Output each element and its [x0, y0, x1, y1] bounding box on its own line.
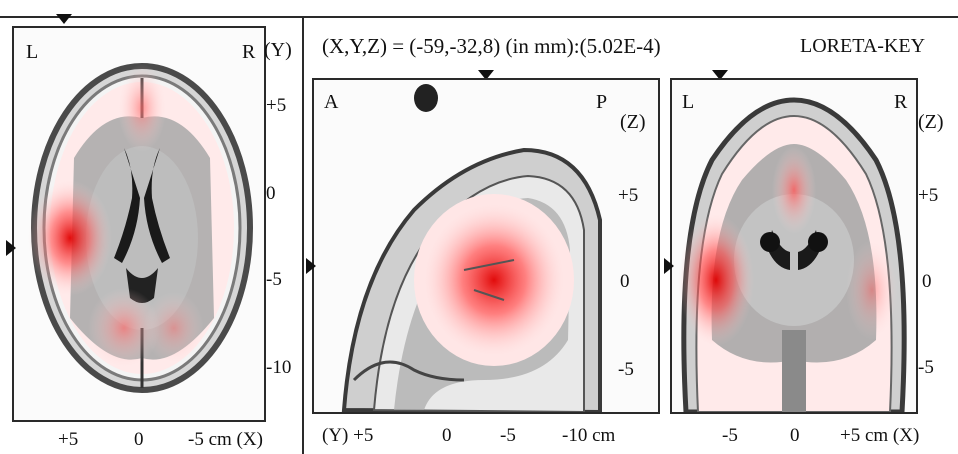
axial-left-label: L: [26, 41, 39, 63]
sagittal-bottom-tick: -10 cm: [562, 425, 616, 446]
sagittal-side-tick: +5: [618, 185, 639, 206]
sagittal-axis-unit-label: (Z): [620, 111, 646, 133]
coronal-left-label: L: [682, 91, 695, 113]
sagittal-z-cursor-marker[interactable]: [306, 258, 316, 274]
coronal-side-tick: 0: [922, 271, 932, 292]
coordinate-readout: (X,Y,Z) = (-59,-32,8) (in mm):(5.02E-4): [322, 34, 661, 58]
coronal-bottom-tick: 0: [790, 425, 800, 446]
axial-brain-image: [28, 63, 253, 393]
sagittal-side-tick: 0: [620, 271, 630, 292]
sagittal-side-tick: -5: [618, 359, 634, 380]
coronal-right-label: R: [894, 91, 908, 113]
coronal-z-cursor-marker[interactable]: [664, 258, 674, 274]
loreta-key-brand: LORETA-KEY: [800, 35, 926, 57]
sagittal-bottom-tick: (Y) +5: [322, 425, 374, 446]
sagittal-brain-image: [341, 84, 602, 412]
coronal-cursor-marker[interactable]: [712, 70, 728, 80]
sagittal-cursor-marker[interactable]: [478, 70, 494, 80]
axial-side-tick: +5: [266, 95, 287, 116]
axial-cursor-marker[interactable]: [56, 14, 72, 24]
axial-side-tick: 0: [266, 183, 276, 204]
axial-bottom-tick: +5: [58, 429, 79, 450]
axial-bottom-tick: -5 cm (X): [188, 429, 263, 450]
sagittal-posterior-label: P: [596, 91, 608, 113]
axial-side-tick: -5: [266, 269, 282, 290]
axial-axis-unit-label: (Y): [264, 39, 292, 61]
sagittal-bottom-tick: -5: [500, 425, 516, 446]
axial-bottom-tick: 0: [134, 429, 144, 450]
top-frame-line: [0, 16, 958, 18]
axial-view-panel[interactable]: L R: [12, 26, 266, 422]
coronal-axis-unit-label: (Z): [918, 111, 944, 133]
axial-y-cursor-marker[interactable]: [6, 240, 16, 256]
sagittal-anterior-label: A: [324, 91, 339, 113]
coronal-side-tick: +5: [918, 185, 939, 206]
sagittal-bottom-tick: 0: [442, 425, 452, 446]
view-divider: [302, 16, 304, 454]
coronal-bottom-tick: -5: [722, 425, 738, 446]
coronal-view-panel[interactable]: L R: [670, 78, 918, 414]
coronal-brain-image: [678, 97, 907, 412]
coronal-side-tick: -5: [918, 357, 934, 378]
coronal-bottom-tick: +5 cm (X): [840, 425, 920, 446]
sagittal-view-panel[interactable]: A P: [312, 78, 660, 414]
axial-side-tick: -10: [266, 357, 292, 378]
axial-right-label: R: [242, 41, 256, 63]
